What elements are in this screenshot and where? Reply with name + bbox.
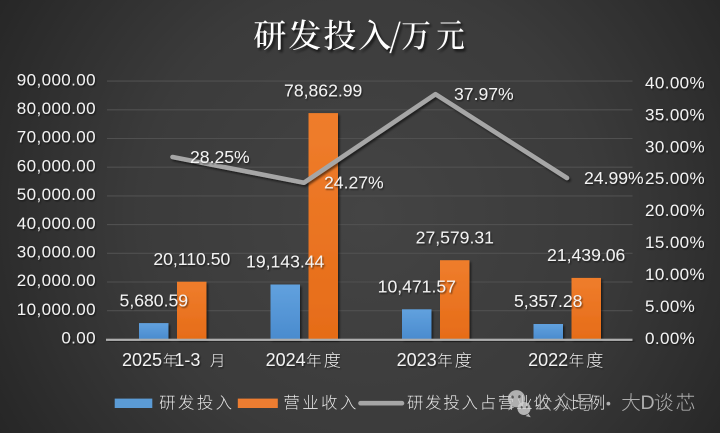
svg-text:5,680.59: 5,680.59 (120, 290, 189, 310)
svg-text:37.97%: 37.97% (454, 84, 514, 104)
svg-text:2023: 2023 (397, 350, 437, 370)
svg-text:20.00%: 20.00% (645, 201, 705, 220)
svg-text:90,000.00: 90,000.00 (17, 70, 96, 89)
svg-text:15.00%: 15.00% (645, 233, 705, 252)
svg-text:80,000.00: 80,000.00 (17, 99, 96, 118)
svg-text:27,579.31: 27,579.31 (416, 227, 494, 247)
svg-text:0.00: 0.00 (61, 329, 96, 348)
svg-text:25.00%: 25.00% (645, 169, 705, 188)
svg-text:40,000.00: 40,000.00 (17, 214, 96, 233)
svg-text:30,000.00: 30,000.00 (17, 243, 96, 262)
svg-text:28.25%: 28.25% (190, 147, 250, 167)
svg-text:21,439.06: 21,439.06 (547, 245, 625, 265)
svg-text:70,000.00: 70,000.00 (17, 128, 96, 147)
svg-text:5,357.28: 5,357.28 (514, 291, 583, 311)
svg-text:40.00%: 40.00% (645, 73, 705, 92)
svg-text:2024: 2024 (266, 350, 306, 370)
svg-text:10.00%: 10.00% (645, 265, 705, 284)
svg-text:0.00%: 0.00% (645, 329, 695, 348)
svg-text:20,110.50: 20,110.50 (153, 249, 230, 269)
svg-text:5.00%: 5.00% (645, 297, 695, 316)
svg-text:30.00%: 30.00% (645, 137, 705, 156)
svg-text:10,471.57: 10,471.57 (378, 277, 456, 297)
svg-text:20,000.00: 20,000.00 (17, 271, 96, 290)
svg-text:78,862.99: 78,862.99 (284, 80, 362, 100)
svg-text:24.99%: 24.99% (584, 168, 644, 188)
svg-text:24.27%: 24.27% (324, 173, 384, 193)
svg-text:D: D (641, 392, 655, 414)
svg-text:35.00%: 35.00% (645, 105, 705, 124)
svg-text:19,143.44: 19,143.44 (246, 252, 324, 272)
svg-text:10,000.00: 10,000.00 (17, 300, 96, 319)
svg-text:1-3: 1-3 (174, 350, 200, 370)
svg-text:2025: 2025 (122, 350, 162, 370)
svg-text:60,000.00: 60,000.00 (17, 156, 96, 175)
svg-text:2022: 2022 (528, 350, 568, 370)
svg-text:50,000.00: 50,000.00 (17, 185, 96, 204)
